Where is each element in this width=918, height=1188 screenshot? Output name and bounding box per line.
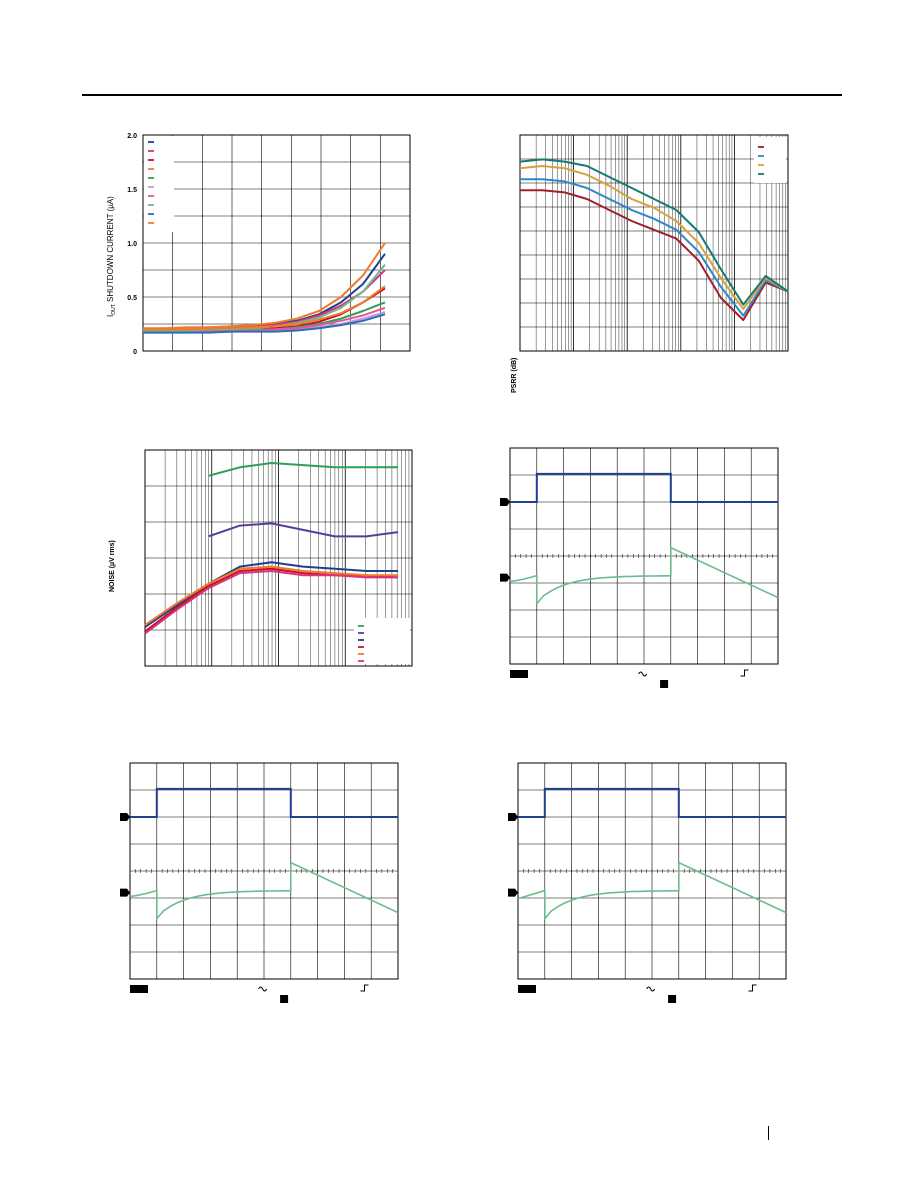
psrr-series-line (520, 189, 789, 321)
figure-noise: NOISE (µV rms) (100, 440, 440, 700)
shutdown-series-line (143, 263, 386, 332)
svg-scope3-ch-label-box (518, 985, 536, 993)
svg-scope1-ch1-marker (500, 498, 510, 506)
svg-scope3-ac-icon (646, 986, 656, 992)
svg-scope3-ch1-trace (518, 787, 786, 818)
noise-series-line (144, 561, 398, 628)
shutdown-ytick: 0 (133, 349, 137, 356)
shutdown-series-line (143, 313, 386, 334)
scope-chart-3 (508, 762, 787, 1003)
svg-scope3-edge-icon (748, 984, 757, 992)
psrr-ylabel: PSRR (dB) (511, 358, 518, 393)
svg-scope1-ac-icon (638, 671, 648, 677)
svg-scope1-ch2-marker (500, 573, 510, 582)
shutdown-ytick: 1.0 (127, 241, 137, 248)
scope-chart-2 (120, 762, 399, 1003)
noise-ylabel: NOISE (µV rms) (109, 540, 116, 592)
shutdown-ytick: 0.5 (127, 295, 137, 302)
svg-scope2-ch2-marker (120, 888, 130, 897)
figure-scope-2 (110, 755, 430, 1015)
svg-scope3-trigger-box (668, 995, 677, 1003)
noise-series-line (207, 522, 399, 538)
shutdown-ytick: 2.0 (127, 133, 137, 140)
psrr-series-line (519, 165, 789, 310)
figure-scope-1 (490, 440, 810, 700)
svg-scope2-edge-icon (360, 984, 369, 992)
svg-scope3-ch1-marker (508, 813, 518, 821)
shutdown-series-line (143, 242, 386, 330)
header-rule (82, 94, 842, 96)
shutdown-legend-box (144, 136, 174, 232)
svg-scope2-trigger-box (280, 995, 289, 1003)
scope-chart-1 (500, 447, 779, 688)
svg-scope1-ch1-trace (510, 472, 778, 503)
noise-series-line (144, 570, 398, 635)
svg-scope2-ch2-trace (129, 861, 399, 921)
psrr-series-line (520, 178, 789, 317)
noise-legend-box (354, 618, 410, 664)
svg-scope1-ch-label-box (510, 670, 528, 678)
noise-series-line (208, 462, 398, 477)
noise-chart: NOISE (µV rms) (109, 449, 413, 667)
svg-scope1-edge-icon (740, 669, 749, 677)
figure-shutdown-current: IOUT SHUTDOWN CURRENT (µA) 2.0 1.5 1.0 0.5 0 (100, 125, 440, 385)
noise-series-line (144, 565, 398, 626)
figure-psrr: PSRR (dB) (480, 125, 820, 393)
page-number-bar (768, 1126, 769, 1140)
svg-scope3-ch2-marker (508, 888, 518, 897)
svg-scope2-ch-label-box (130, 985, 148, 993)
psrr-series-line (519, 158, 789, 306)
psrr-legend-box (754, 137, 786, 183)
shutdown-ytick: 1.5 (127, 187, 137, 194)
svg-scope2-ac-icon (258, 986, 268, 992)
psrr-chart: PSRR (dB) (511, 134, 789, 393)
shutdown-chart: IOUT SHUTDOWN CURRENT (µA) 2.0 1.5 1.0 0.5 0 (106, 133, 411, 356)
shutdown-ylabel: IOUT SHUTDOWN CURRENT (µA) (106, 196, 117, 317)
svg-scope2-ch1-marker (120, 813, 130, 821)
svg-scope1-trigger-box (660, 680, 669, 688)
figure-scope-3 (490, 755, 810, 1015)
svg-scope3-ch2-trace (517, 861, 787, 921)
shutdown-series-line (143, 285, 386, 331)
svg-scope2-ch1-trace (130, 787, 398, 818)
svg-scope1-ch2-trace (509, 546, 779, 606)
